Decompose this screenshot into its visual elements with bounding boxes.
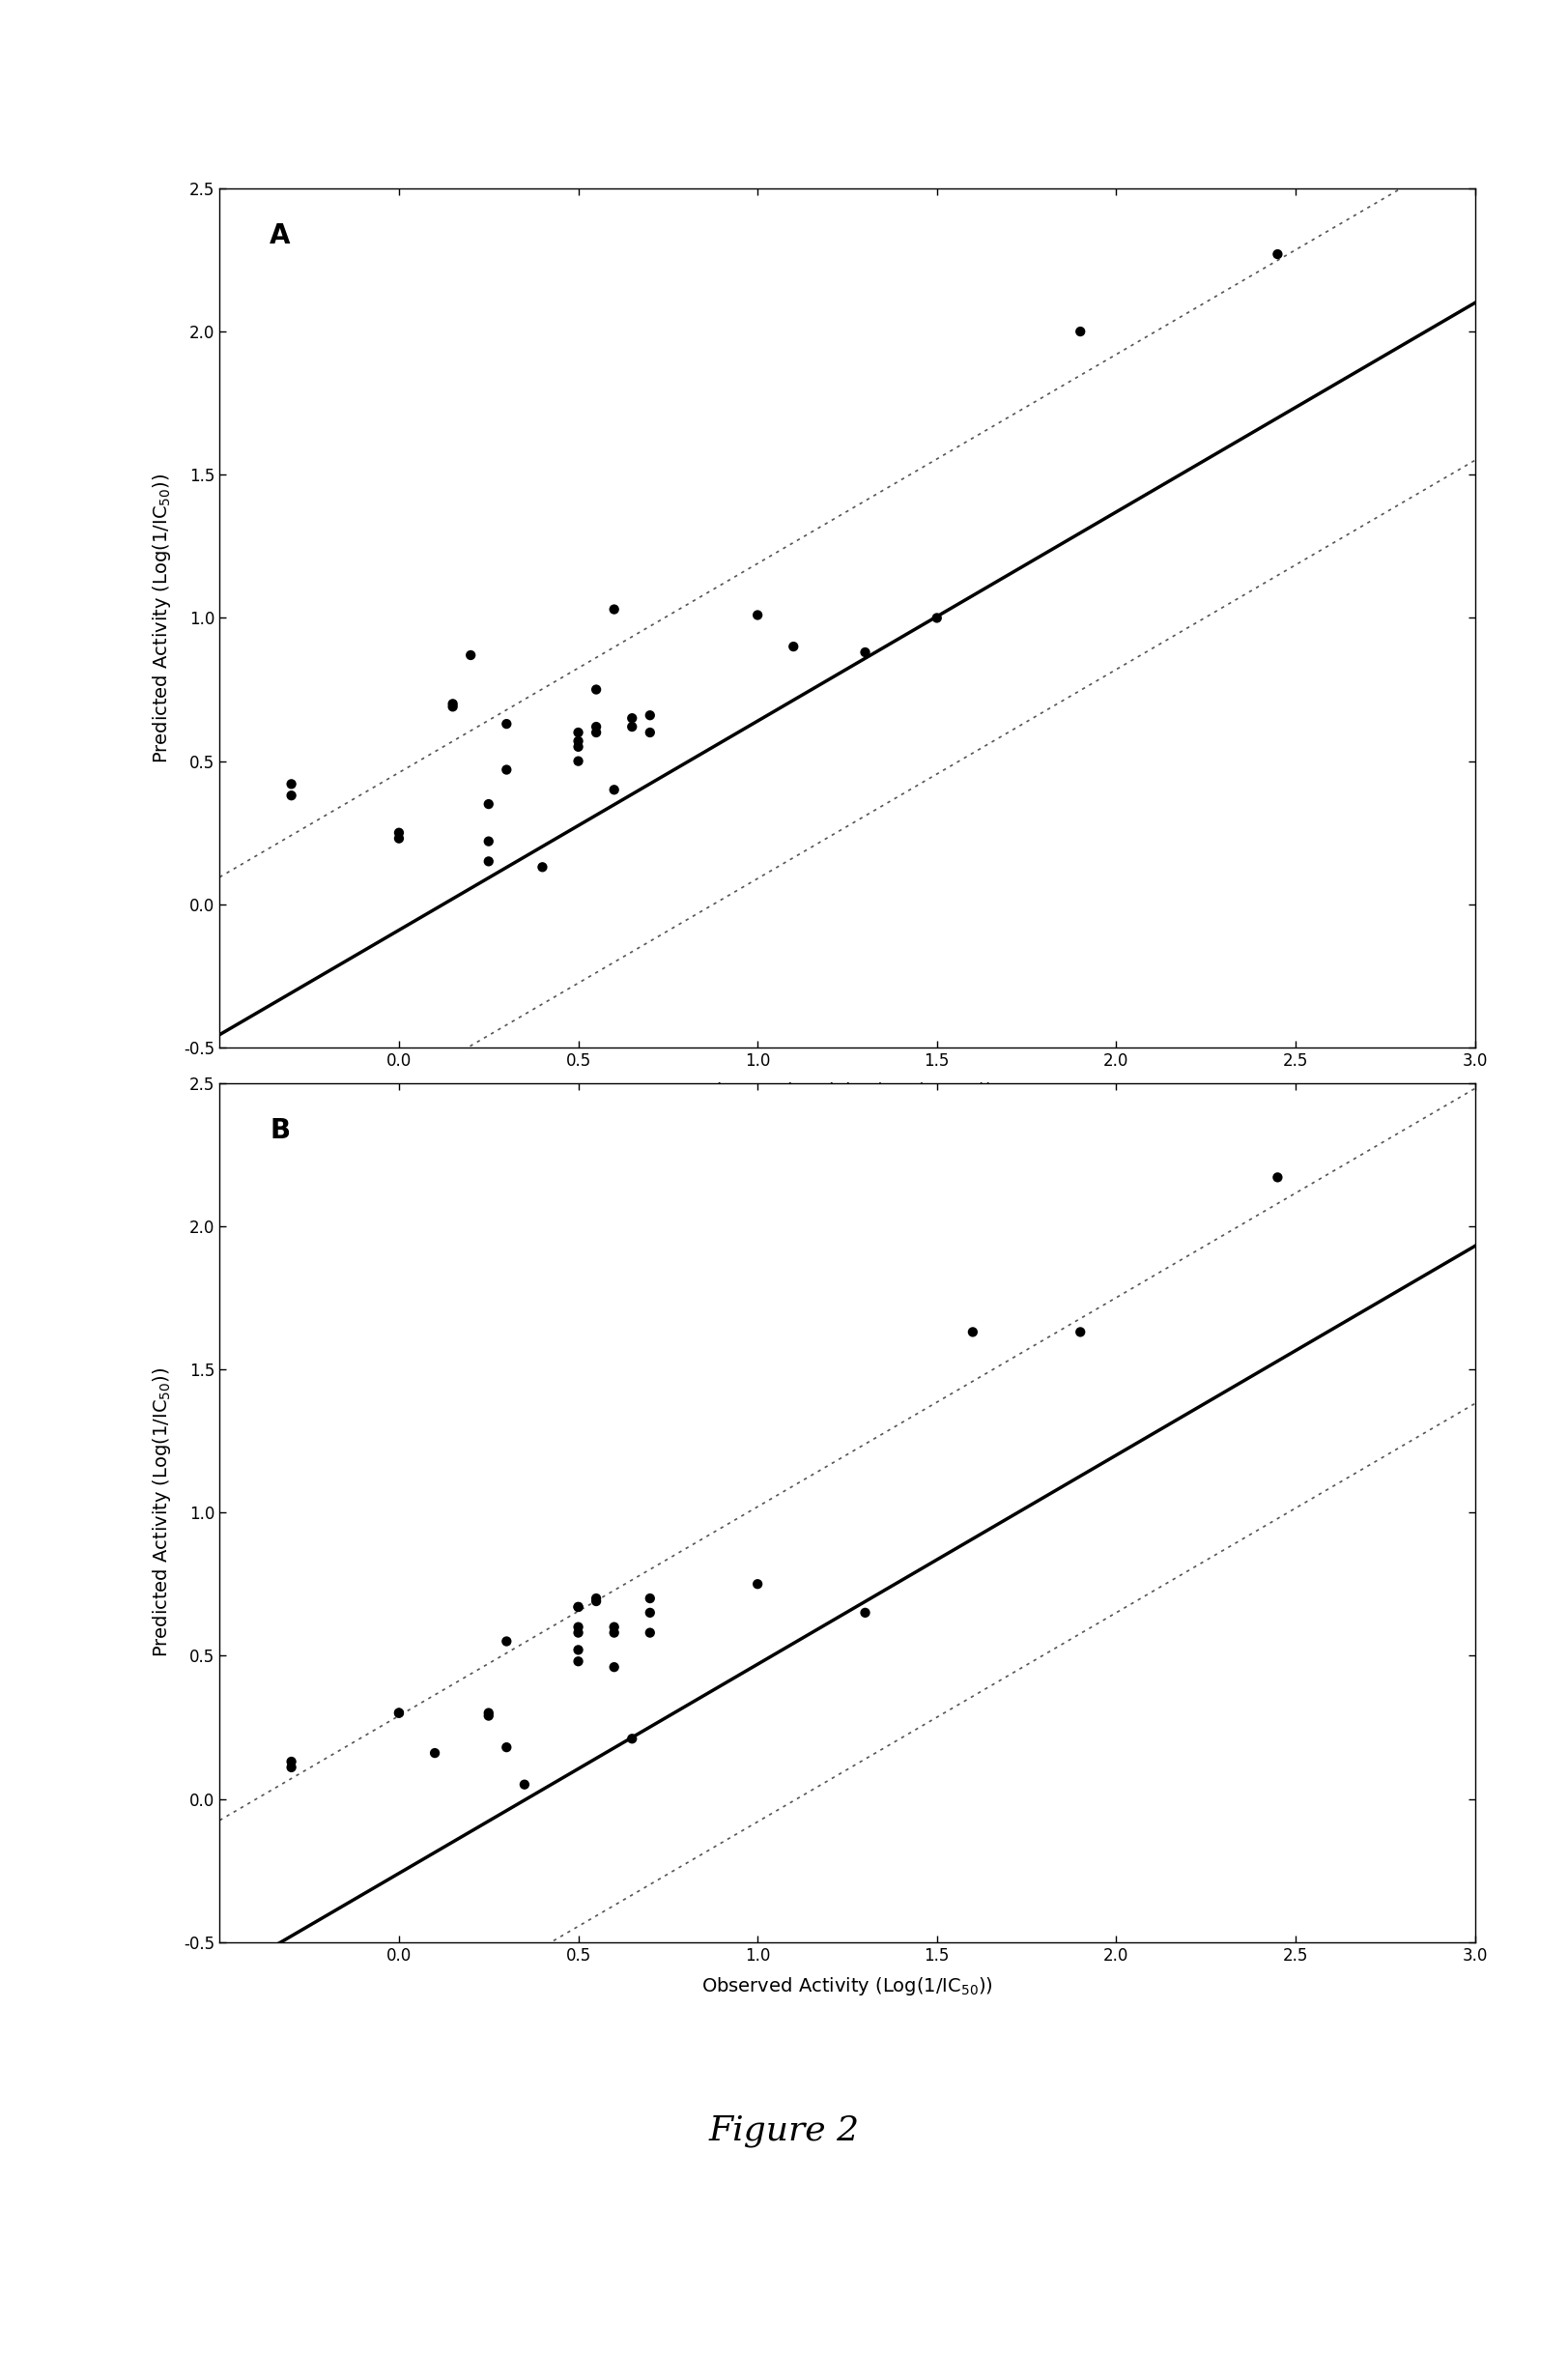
X-axis label: Observed Activity (Log(1/IC$_{50}$)): Observed Activity (Log(1/IC$_{50}$)): [701, 1975, 993, 1996]
Point: [601, 591, 626, 629]
Point: [601, 1608, 626, 1645]
Y-axis label: Predicted Activity (Log(1/IC$_{50}$)): Predicted Activity (Log(1/IC$_{50}$)): [151, 1368, 172, 1657]
Point: [279, 1742, 304, 1780]
Point: [566, 1643, 591, 1681]
Point: [494, 706, 519, 744]
Point: [637, 1594, 662, 1631]
Point: [511, 1766, 536, 1803]
Point: [386, 814, 411, 852]
Point: [441, 685, 466, 723]
Point: [475, 822, 500, 859]
Point: [619, 709, 644, 746]
Point: [583, 709, 608, 746]
Point: [601, 1648, 626, 1685]
Point: [637, 713, 662, 751]
Point: [637, 697, 662, 734]
Point: [530, 847, 555, 885]
Point: [566, 713, 591, 751]
Point: [619, 1721, 644, 1758]
Point: [566, 1589, 591, 1627]
Point: [494, 1622, 519, 1660]
Point: [566, 727, 591, 765]
Text: Figure 2: Figure 2: [709, 2114, 859, 2147]
Point: [583, 1582, 608, 1620]
Point: [386, 1695, 411, 1733]
Point: [637, 1615, 662, 1653]
Point: [566, 1608, 591, 1645]
Point: [960, 1314, 985, 1351]
Point: [781, 629, 806, 666]
Point: [279, 777, 304, 814]
Point: [745, 596, 770, 633]
Point: [566, 1589, 591, 1627]
Point: [475, 786, 500, 824]
Point: [637, 1580, 662, 1617]
Point: [279, 765, 304, 803]
Point: [494, 1728, 519, 1766]
Point: [601, 1615, 626, 1653]
Point: [386, 819, 411, 857]
Point: [745, 1565, 770, 1603]
Point: [386, 1695, 411, 1733]
Point: [583, 1580, 608, 1617]
Point: [924, 600, 949, 638]
Point: [458, 636, 483, 673]
Point: [475, 1697, 500, 1735]
Point: [851, 1594, 877, 1631]
Point: [494, 751, 519, 789]
Point: [1068, 1314, 1093, 1351]
Text: A: A: [270, 224, 290, 250]
Point: [279, 1749, 304, 1787]
Point: [566, 1615, 591, 1653]
Point: [1264, 1158, 1289, 1196]
X-axis label: Observed Activity (Log(1/IC$_{50}$)): Observed Activity (Log(1/IC$_{50}$)): [701, 1080, 993, 1102]
Point: [601, 772, 626, 810]
Point: [583, 671, 608, 709]
Point: [566, 742, 591, 779]
Point: [475, 843, 500, 880]
Text: B: B: [270, 1118, 290, 1144]
Point: [566, 723, 591, 760]
Point: [422, 1735, 447, 1773]
Point: [851, 633, 877, 671]
Point: [566, 1631, 591, 1669]
Point: [475, 1695, 500, 1733]
Point: [1264, 235, 1289, 273]
Point: [1068, 313, 1093, 351]
Y-axis label: Predicted Activity (Log(1/IC$_{50}$)): Predicted Activity (Log(1/IC$_{50}$)): [151, 473, 172, 763]
Point: [583, 713, 608, 751]
Point: [441, 687, 466, 725]
Point: [619, 699, 644, 737]
